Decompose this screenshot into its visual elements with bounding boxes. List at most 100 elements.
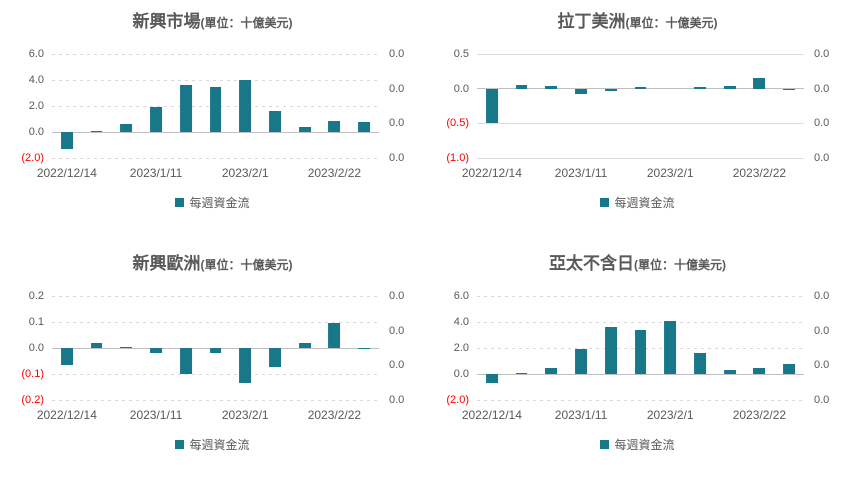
secondary-axis-tick: 0.0 (814, 117, 830, 130)
bar-weekly-fund-flow (783, 88, 796, 91)
chart-body: 0.2 0.1 0.0 (0.1) (0.2) 0.0 0.0 0.0 0.0 (4, 290, 421, 406)
x-axis: 2022/12/14 2023/1/11 2023/2/1 2023/2/22 (429, 166, 846, 181)
chart-title-text: 新興歐洲 (132, 254, 201, 273)
y-axis-tick: 2.0 (453, 342, 469, 354)
bar-weekly-fund-flow (328, 323, 341, 348)
y-axis-right: 0.0 0.0 0.0 0.0 (804, 290, 846, 406)
bar-weekly-fund-flow (90, 343, 103, 348)
secondary-axis-tick: 0.0 (814, 324, 830, 337)
x-axis-tick-label: 2023/1/11 (129, 408, 183, 422)
legend-label: 每週資金流 (189, 196, 250, 210)
y-axis-tick: 6.0 (28, 48, 44, 60)
y-axis-tick: (2.0) (446, 394, 469, 406)
y-axis-tick: 0.0 (453, 82, 469, 95)
secondary-axis-tick: 0.0 (389, 324, 405, 337)
gridline (52, 295, 379, 297)
x-axis-labels: 2022/12/14 2023/1/11 2023/2/1 2023/2/22 (37, 166, 379, 181)
x-axis-tick-label: 2022/12/14 (36, 408, 97, 422)
bar-weekly-fund-flow (120, 123, 133, 132)
y-axis-tick: 4.0 (453, 316, 469, 328)
legend: 每週資金流 (429, 436, 846, 453)
bar-weekly-fund-flow (634, 87, 647, 89)
secondary-axis-tick: 0.0 (814, 394, 830, 406)
chart-asia-pacific-ex-japan: 亞太不含日(單位：十億美元) 6.0 4.0 2.0 0.0 (2.0) 0.0 0.0 0.0… (425, 242, 850, 484)
chart-title: 新興市場(單位：十億美元) (4, 10, 421, 34)
legend-label: 每週資金流 (189, 438, 250, 452)
bar-weekly-fund-flow (120, 346, 133, 348)
secondary-axis-tick: 0.0 (389, 82, 405, 95)
x-axis-tick-label: 2023/1/11 (129, 166, 183, 180)
x-axis: 2022/12/14 2023/1/11 2023/2/1 2023/2/22 (4, 408, 421, 423)
gridline (477, 53, 804, 55)
chart-unit-note: (單位：十億美元) (200, 16, 293, 30)
bar-weekly-fund-flow (545, 367, 558, 374)
x-axis-tick-label: 2023/2/1 (221, 166, 269, 180)
bar-weekly-fund-flow (753, 77, 766, 89)
x-axis-tick-label: 2022/12/14 (36, 166, 97, 180)
gridline (477, 321, 804, 323)
chart-unit-note: (單位：十億美元) (200, 258, 293, 272)
bar-weekly-fund-flow (239, 348, 252, 384)
bar-weekly-fund-flow (358, 121, 371, 132)
plot-area (52, 53, 379, 159)
gridline (477, 295, 804, 297)
y-axis-tick: (2.0) (21, 152, 44, 164)
legend: 每週資金流 (429, 194, 846, 211)
chart-title-text: 亞太不含日 (549, 254, 634, 273)
bar-weekly-fund-flow (298, 126, 311, 132)
plot-area (52, 295, 379, 401)
y-axis-left: 6.0 4.0 2.0 0.0 (2.0) (429, 290, 477, 406)
x-axis-spacer (804, 408, 846, 423)
chart-unit-note: (單位：十億美元) (634, 258, 726, 272)
bar-weekly-fund-flow (298, 343, 311, 348)
y-axis-tick: 0.2 (28, 290, 44, 302)
chart-title: 新興歐洲(單位：十億美元) (4, 252, 421, 276)
bar-weekly-fund-flow (60, 348, 73, 365)
bar-weekly-fund-flow (783, 364, 796, 374)
bar-weekly-fund-flow (269, 111, 281, 132)
bar-weekly-fund-flow (575, 348, 587, 374)
bar-weekly-fund-flow (515, 372, 528, 374)
x-axis-labels: 2022/12/14 2023/1/11 2023/2/1 2023/2/22 (462, 166, 804, 181)
y-axis-tick: 2.0 (28, 100, 44, 112)
y-axis-tick: (0.5) (446, 117, 469, 130)
secondary-axis-tick: 0.0 (389, 394, 405, 406)
gridline (477, 157, 804, 159)
gridline (52, 157, 379, 159)
y-axis-right: 0.0 0.0 0.0 0.0 (804, 48, 846, 164)
zero-axis-line (477, 88, 804, 90)
x-axis-labels: 2022/12/14 2023/1/11 2023/2/1 2023/2/22 (37, 408, 379, 423)
bar-weekly-fund-flow (209, 348, 222, 353)
bar-weekly-fund-flow (575, 88, 587, 95)
y-axis-tick: (0.2) (21, 394, 44, 406)
bar-weekly-fund-flow (515, 84, 528, 89)
secondary-axis-tick: 0.0 (814, 48, 830, 60)
chart-body: 0.5 0.0 (0.5) (1.0) 0.0 0.0 0.0 0.0 (429, 48, 846, 164)
x-axis-tick-label: 2022/12/14 (461, 408, 522, 422)
y-axis-right: 0.0 0.0 0.0 0.0 (379, 48, 421, 164)
bar-weekly-fund-flow (634, 329, 647, 374)
bar-weekly-fund-flow (545, 85, 558, 89)
x-axis-spacer (379, 166, 421, 181)
chart-latin-america: 拉丁美洲(單位：十億美元) 0.5 0.0 (0.5) (1.0) 0.0 0.0 0.0 0.… (425, 0, 850, 242)
legend: 每週資金流 (4, 436, 421, 453)
plot-area (477, 295, 804, 401)
bar-weekly-fund-flow (179, 84, 192, 132)
secondary-axis-tick: 0.0 (814, 290, 830, 302)
y-axis-left: 0.5 0.0 (0.5) (1.0) (429, 48, 477, 164)
plot-area (477, 53, 804, 159)
x-axis-tick-label: 2023/2/22 (307, 166, 362, 180)
bar-weekly-fund-flow (694, 87, 706, 89)
gridline (52, 79, 379, 81)
secondary-axis-tick: 0.0 (814, 359, 830, 372)
y-axis-left: 6.0 4.0 2.0 0.0 (2.0) (4, 48, 52, 164)
chart-unit-note: (單位：十億美元) (625, 16, 718, 30)
bar-weekly-fund-flow (269, 348, 281, 367)
y-axis-tick: 0.5 (453, 48, 469, 60)
x-axis-spacer (804, 166, 846, 181)
legend-marker (600, 440, 610, 449)
bar-weekly-fund-flow (604, 88, 617, 92)
chart-title: 拉丁美洲(單位：十億美元) (429, 10, 846, 34)
y-axis-tick: (1.0) (446, 152, 469, 164)
bar-weekly-fund-flow (753, 367, 766, 374)
